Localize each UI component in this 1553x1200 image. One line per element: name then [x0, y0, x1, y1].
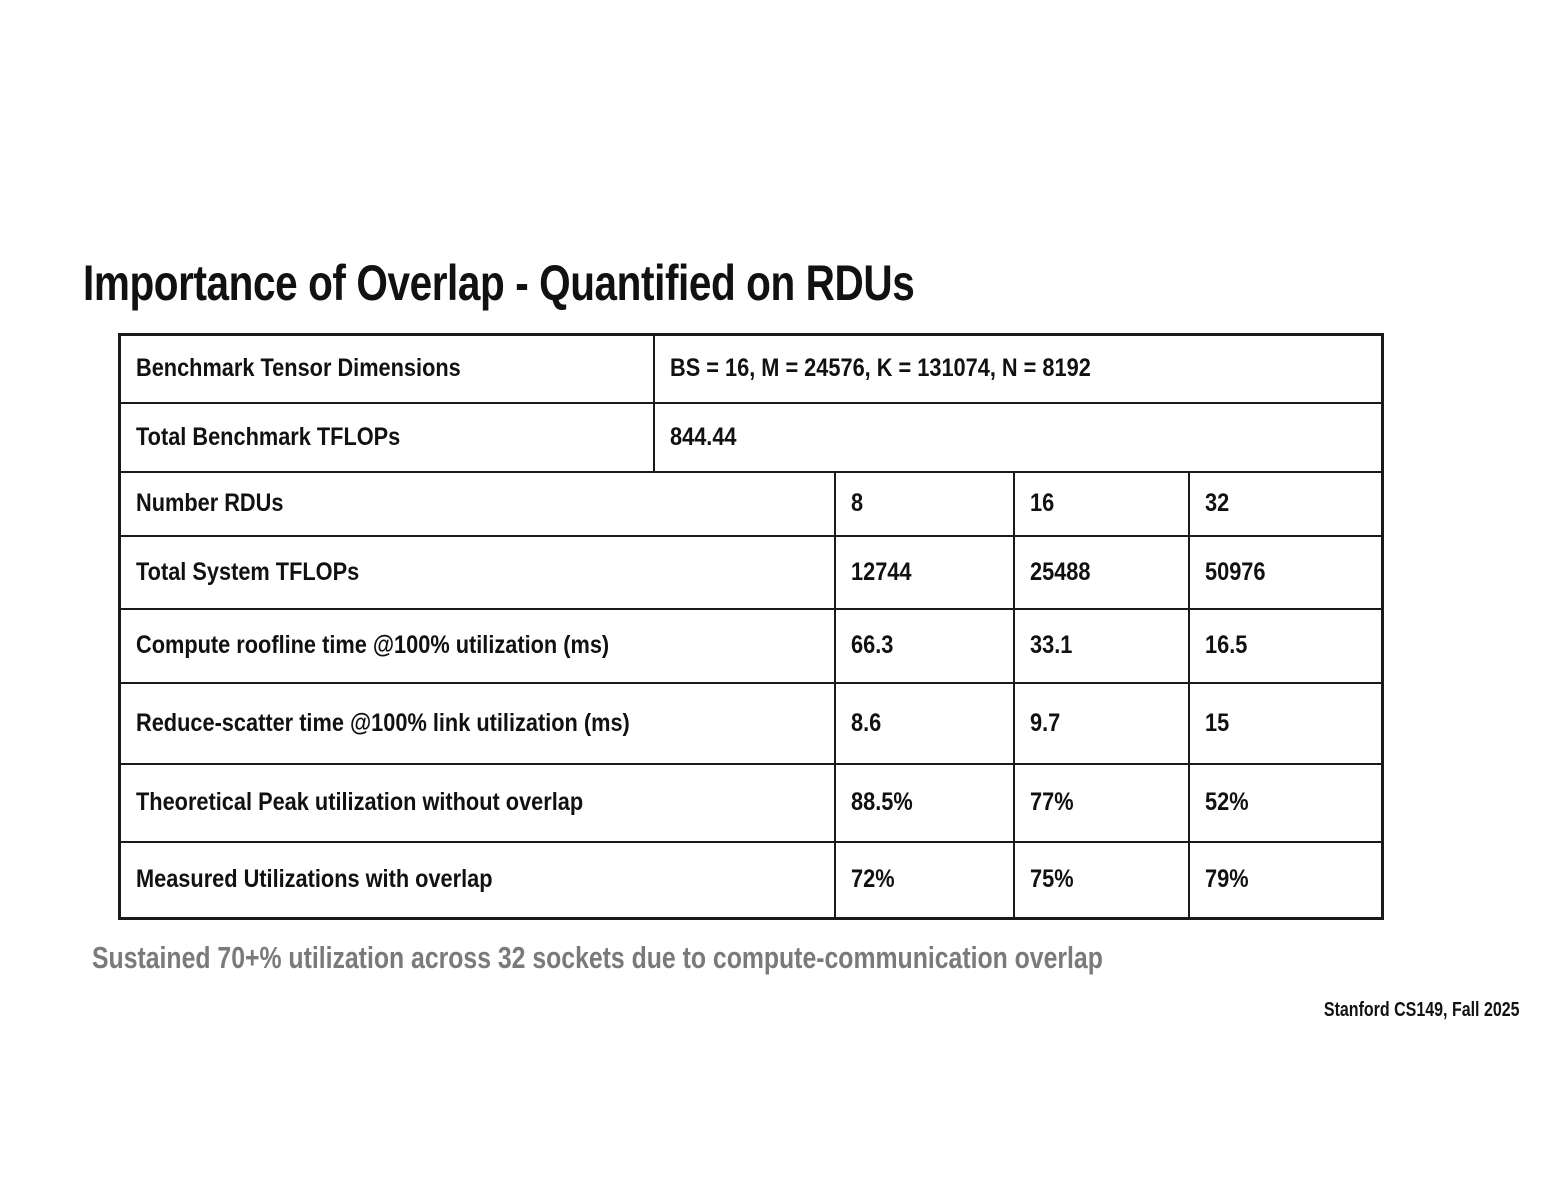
row-label: Total System TFLOPs — [136, 557, 360, 586]
row-label: Reduce-scatter time @100% link utilizati… — [136, 708, 630, 737]
row-value-cell: 25488 — [1012, 534, 1190, 610]
row-value-cell: 77% — [1012, 762, 1190, 843]
row-value: 844.44 — [669, 422, 737, 451]
row-value: 66.3 — [850, 631, 893, 659]
table-row-theoretical-peak-utilization: Theoretical Peak utilization without ove… — [118, 762, 1384, 843]
row-value: 79% — [1204, 865, 1249, 894]
row-value-cell: 844.44 — [652, 401, 1384, 473]
row-label-cell: Number RDUs — [118, 470, 836, 537]
row-value: 12744 — [850, 557, 911, 586]
row-value: 16.5 — [1204, 631, 1247, 659]
row-value: 8.6 — [850, 708, 881, 737]
table-row-benchmark-tensor-dimensions: Benchmark Tensor Dimensions BS = 16, M =… — [118, 333, 1384, 404]
row-value-cell: BS = 16, M = 24576, K = 131074, N = 8192 — [652, 333, 1384, 404]
row-value-cell: 75% — [1012, 840, 1190, 920]
row-value: 50976 — [1204, 557, 1265, 586]
row-value-cell: 32 — [1187, 470, 1384, 537]
table-row-compute-roofline-time: Compute roofline time @100% utilization … — [118, 607, 1384, 684]
row-label-cell: Total Benchmark TFLOPs — [118, 401, 655, 473]
row-value-cell: 8 — [833, 470, 1015, 537]
row-value-cell: 66.3 — [833, 607, 1015, 684]
row-label-cell: Measured Utilizations with overlap — [118, 840, 836, 920]
row-value-cell: 52% — [1187, 762, 1384, 843]
row-label: Compute roofline time @100% utilization … — [136, 631, 610, 659]
table-row-reduce-scatter-time: Reduce-scatter time @100% link utilizati… — [118, 681, 1384, 765]
row-value-cell: 50976 — [1187, 534, 1384, 610]
row-label-cell: Reduce-scatter time @100% link utilizati… — [118, 681, 836, 765]
row-value: 72% — [850, 865, 895, 894]
slide-title: Importance of Overlap - Quantified on RD… — [83, 256, 1109, 311]
row-value: BS = 16, M = 24576, K = 131074, N = 8192 — [669, 354, 1091, 383]
row-value: 33.1 — [1029, 631, 1072, 659]
row-value: 25488 — [1029, 557, 1090, 586]
row-label: Theoretical Peak utilization without ove… — [136, 788, 584, 816]
row-value-cell: 88.5% — [833, 762, 1015, 843]
row-value-cell: 15 — [1187, 681, 1384, 765]
benchmark-table: Benchmark Tensor Dimensions BS = 16, M =… — [118, 333, 1385, 920]
row-label-cell: Theoretical Peak utilization without ove… — [118, 762, 836, 843]
table-row-number-rdus: Number RDUs 8 16 32 — [118, 470, 1384, 537]
row-value-cell: 12744 — [833, 534, 1015, 610]
slide-title-text: Importance of Overlap - Quantified on RD… — [83, 255, 915, 311]
takeaway-caption-text: Sustained 70+% utilization across 32 soc… — [92, 940, 1103, 975]
course-footer-text: Stanford CS149, Fall 2025 — [1324, 999, 1520, 1021]
row-value: 16 — [1029, 489, 1054, 517]
row-value-cell: 8.6 — [833, 681, 1015, 765]
table-row-total-benchmark-tflops: Total Benchmark TFLOPs 844.44 — [118, 401, 1384, 473]
row-value: 88.5% — [850, 788, 913, 816]
row-label: Benchmark Tensor Dimensions — [136, 354, 461, 383]
row-value: 52% — [1204, 788, 1249, 816]
row-label-cell: Total System TFLOPs — [118, 534, 836, 610]
row-value-cell: 16 — [1012, 470, 1190, 537]
table-row-total-system-tflops: Total System TFLOPs 12744 25488 50976 — [118, 534, 1384, 610]
row-value-cell: 9.7 — [1012, 681, 1190, 765]
row-value: 75% — [1029, 865, 1074, 894]
row-value-cell: 33.1 — [1012, 607, 1190, 684]
course-footer: Stanford CS149, Fall 2025 — [1275, 999, 1520, 1022]
row-value-cell: 72% — [833, 840, 1015, 920]
row-value: 32 — [1204, 489, 1229, 517]
takeaway-caption: Sustained 70+% utilization across 32 soc… — [92, 940, 1356, 976]
row-label-cell: Compute roofline time @100% utilization … — [118, 607, 836, 684]
row-label: Total Benchmark TFLOPs — [136, 422, 401, 451]
row-label: Number RDUs — [136, 489, 284, 517]
row-value: 77% — [1029, 788, 1074, 816]
row-value: 15 — [1204, 708, 1229, 737]
row-label-cell: Benchmark Tensor Dimensions — [118, 333, 655, 404]
row-value: 8 — [850, 489, 863, 517]
table-row-measured-utilizations: Measured Utilizations with overlap 72% 7… — [118, 840, 1384, 920]
row-label: Measured Utilizations with overlap — [136, 865, 493, 894]
row-value-cell: 79% — [1187, 840, 1384, 920]
row-value-cell: 16.5 — [1187, 607, 1384, 684]
row-value: 9.7 — [1029, 708, 1060, 737]
